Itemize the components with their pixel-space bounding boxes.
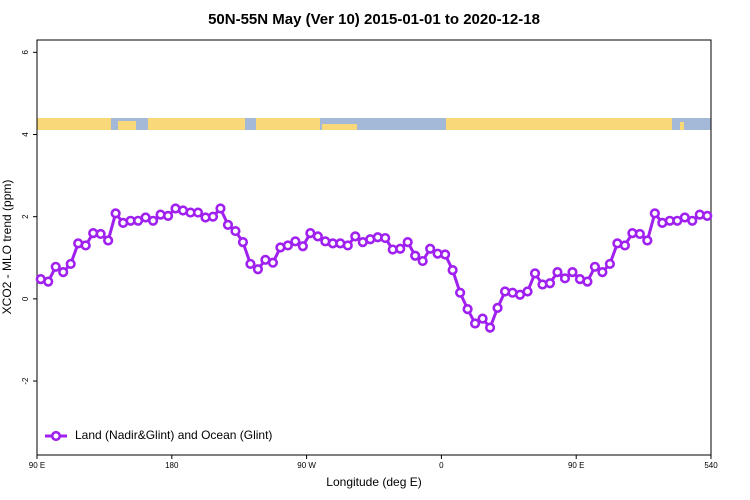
point	[484, 322, 496, 333]
point	[604, 258, 616, 270]
point	[215, 203, 226, 214]
point	[65, 258, 76, 270]
point	[687, 215, 698, 226]
point	[80, 240, 91, 251]
legend-label: Land (Nadir&Glint) and Ocean (Glint)	[75, 428, 272, 442]
point	[297, 241, 308, 252]
point	[245, 258, 256, 270]
point	[43, 276, 54, 287]
x-tick-label: 540	[704, 461, 718, 470]
x-tick-label: 90 W	[297, 461, 316, 470]
point	[417, 255, 428, 267]
point	[634, 228, 645, 240]
y-tick-label: 4	[21, 132, 30, 137]
point	[477, 313, 488, 324]
point	[544, 278, 556, 289]
point	[342, 240, 353, 251]
point	[582, 276, 593, 287]
y-tick-label: 6	[21, 50, 30, 55]
point	[402, 237, 413, 248]
y-tick-label: -2	[21, 377, 30, 385]
y-axis-label: XCO2 - MLO trend (ppm)	[0, 180, 14, 315]
point	[192, 207, 204, 218]
point	[222, 219, 234, 231]
point	[267, 257, 279, 268]
legend-marker	[50, 430, 62, 442]
x-axis-label: Longitude (deg E)	[326, 475, 421, 489]
point	[567, 267, 578, 278]
plot-frame	[36, 39, 712, 456]
point	[447, 264, 458, 276]
point	[380, 232, 391, 244]
point	[95, 228, 106, 240]
point	[649, 208, 660, 219]
point	[162, 210, 174, 221]
point	[410, 250, 421, 261]
y-tick-label: 2	[21, 214, 30, 219]
point	[589, 261, 601, 272]
chart-title: 50N-55N May (Ver 10) 2015-01-01 to 2020-…	[208, 11, 540, 28]
point	[522, 286, 533, 297]
point	[350, 231, 361, 242]
x-tick-label: 90 E	[29, 461, 45, 470]
point	[103, 235, 114, 246]
point	[395, 243, 406, 254]
point	[462, 304, 473, 315]
x-tick-label: 90 E	[568, 461, 584, 470]
point	[492, 302, 503, 314]
point	[642, 235, 653, 246]
land-ocean-strip	[37, 118, 711, 130]
point	[702, 210, 713, 221]
point	[237, 237, 249, 248]
point	[252, 264, 264, 275]
point	[597, 267, 608, 278]
point	[455, 287, 466, 298]
point	[529, 268, 541, 279]
x-tick-label: 0	[439, 461, 444, 470]
point	[58, 267, 69, 278]
point	[230, 225, 241, 237]
point	[440, 249, 451, 260]
y-tick-label: 0	[21, 296, 30, 301]
x-tick-label: 180	[165, 461, 179, 470]
point	[559, 273, 571, 284]
point	[207, 211, 219, 222]
point	[470, 318, 481, 329]
point	[619, 240, 630, 251]
point	[312, 231, 323, 242]
point	[110, 208, 121, 219]
point	[552, 267, 563, 278]
point	[50, 261, 61, 272]
point	[425, 243, 436, 254]
point	[290, 236, 301, 247]
point	[282, 240, 293, 251]
point	[147, 215, 159, 226]
